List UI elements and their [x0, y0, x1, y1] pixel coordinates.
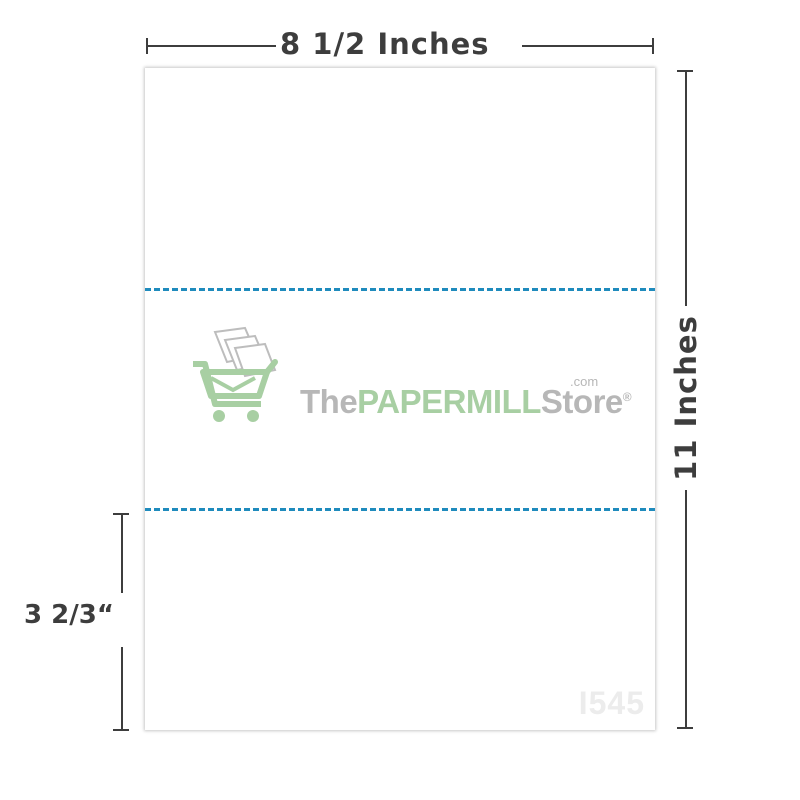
height-label: 11 Inches: [669, 315, 703, 481]
width-tick-right: [652, 38, 654, 54]
logo-paper: PAPER: [357, 383, 466, 420]
height-line-bottom: [685, 490, 687, 728]
product-code: I545: [578, 685, 645, 721]
width-line-left: [146, 45, 276, 47]
logo-dotcom: .com: [570, 374, 599, 389]
width-tick-left: [146, 38, 148, 54]
logo-store: Store: [540, 383, 623, 420]
width-line-right: [522, 45, 654, 47]
logo-wordmark: ThePAPERMILLStore®: [300, 383, 632, 421]
perforation-line-top: [145, 288, 655, 291]
height-line-top: [685, 70, 687, 306]
width-label: 8 1/2 Inches: [280, 27, 490, 61]
perforation-line-bottom: [145, 508, 655, 511]
section-tick-bottom: [113, 729, 129, 731]
height-tick-bottom: [677, 727, 693, 729]
logo-mill: MILL: [465, 383, 541, 420]
shopping-cart-with-paper-icon: [193, 326, 278, 422]
logo-registered: ®: [622, 390, 632, 404]
logo-the: The: [300, 383, 358, 420]
watermark-logo: ThePAPERMILLStore® .com: [185, 326, 632, 426]
section-label: 3 2/3“: [24, 600, 114, 630]
section-line-top: [121, 513, 123, 593]
paper-sheet: ThePAPERMILLStore® .com I545: [145, 68, 655, 730]
section-line-bottom: [121, 647, 123, 731]
